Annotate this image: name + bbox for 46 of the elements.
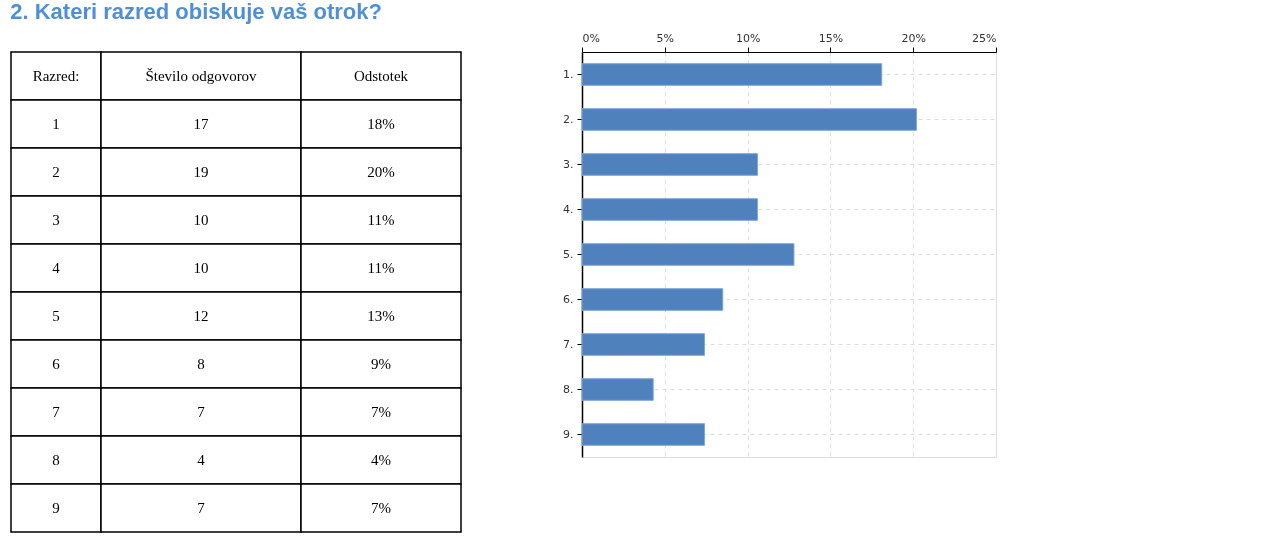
text: 9%	[371, 356, 391, 372]
text: 19	[193, 164, 209, 180]
x-tick-label: 15%	[818, 31, 844, 45]
text: Število odgovorov	[145, 68, 258, 84]
text: 7%	[371, 500, 391, 516]
y-tick-label: 3.	[563, 157, 574, 171]
text: 4	[197, 452, 206, 468]
text: 4%	[371, 452, 391, 468]
text: 1	[52, 116, 60, 132]
y-tick-label: 4.	[563, 202, 574, 216]
text: 17	[193, 116, 209, 132]
text: 7	[197, 500, 206, 516]
text: 8	[197, 356, 205, 372]
y-tick-label: 5.	[563, 247, 574, 261]
text: 11%	[367, 260, 395, 276]
text: 18%	[367, 116, 395, 132]
text: 9	[52, 500, 60, 516]
text: 2. Kateri razred obiskuje vaš otrok?	[10, 0, 382, 24]
x-tick-label: 10%	[735, 31, 761, 45]
y-tick-label: 9.	[563, 427, 574, 441]
y-tick-label: 2.	[563, 112, 574, 126]
y-tick-label: 6.	[563, 292, 574, 306]
y-tick-label: 1.	[563, 67, 574, 81]
text: 3	[52, 212, 60, 228]
text: 11%	[367, 212, 395, 228]
text: 10	[193, 260, 209, 276]
x-tick-label: 0%	[582, 31, 600, 45]
x-tick-label: 25%	[972, 31, 997, 45]
text: 20%	[367, 164, 395, 180]
text: 13%	[367, 308, 395, 324]
text: 12	[193, 308, 209, 324]
y-tick-label: 8.	[563, 382, 574, 396]
text: Razred:	[32, 68, 80, 84]
x-tick-label: 5%	[656, 31, 675, 45]
text: 2	[52, 164, 60, 180]
text: 5	[52, 308, 60, 324]
text: 7	[52, 404, 61, 420]
text: 4	[52, 260, 61, 276]
y-tick-label: 7.	[563, 337, 574, 351]
text: 10	[193, 212, 209, 228]
text: 7%	[371, 404, 391, 420]
x-tick-label: 20%	[901, 31, 926, 45]
text: 8	[52, 452, 60, 468]
text: Odstotek	[353, 68, 409, 84]
text: 7	[197, 404, 206, 420]
text: 6	[52, 356, 61, 372]
